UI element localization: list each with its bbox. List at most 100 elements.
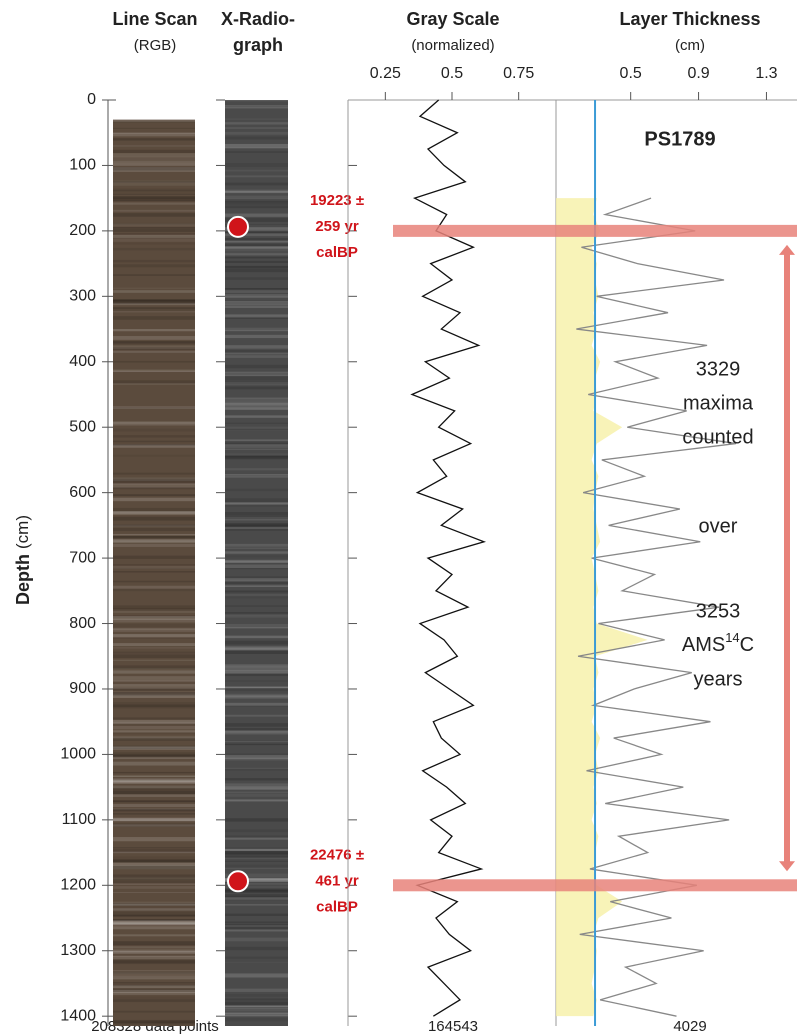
strip-band <box>225 680 288 682</box>
strip-band <box>225 667 288 671</box>
strip-band <box>225 524 288 528</box>
strip-band <box>113 209 195 212</box>
strip-band <box>113 1022 195 1026</box>
strip-band <box>225 288 288 293</box>
strip-band <box>113 837 195 841</box>
count-note: over <box>699 515 738 537</box>
strip-band <box>113 299 195 302</box>
strip-band <box>113 483 195 486</box>
strip-band <box>113 287 195 289</box>
strip-band <box>225 1012 288 1016</box>
strip-band <box>113 919 195 922</box>
strip-band <box>113 794 195 797</box>
strip-band <box>225 848 288 850</box>
strip-band <box>113 780 195 783</box>
strip-band <box>113 985 195 989</box>
strip-band <box>113 976 195 979</box>
y-tick-label: 1200 <box>60 877 96 894</box>
strip-band <box>225 243 288 247</box>
strip-band <box>113 746 195 750</box>
strip-band <box>113 685 195 689</box>
strip-band <box>113 668 195 670</box>
strip-band <box>225 785 288 789</box>
strip-band <box>113 692 195 697</box>
count-note: AMS14C <box>682 630 754 656</box>
strip-band <box>225 883 288 885</box>
strip-band <box>113 775 195 777</box>
strip-band <box>113 380 195 384</box>
strip-band <box>113 236 195 239</box>
strip-band <box>225 248 288 252</box>
strip-band <box>225 973 288 978</box>
y-tick-label: 900 <box>69 680 96 697</box>
strip-band <box>225 614 288 617</box>
panel-subtitle: (RGB) <box>134 37 177 54</box>
strip-band <box>113 959 195 964</box>
strip-band <box>113 316 195 320</box>
strip-band <box>113 227 195 231</box>
strip-band <box>113 717 195 719</box>
strip-band <box>225 956 288 959</box>
date-bar <box>393 879 797 892</box>
count-note: years <box>694 668 743 690</box>
strip-band <box>225 616 288 618</box>
strip-band <box>225 127 288 129</box>
strip-band <box>113 311 195 313</box>
strip-band <box>225 757 288 760</box>
y-tick-label: 500 <box>69 418 96 435</box>
strip-band <box>225 913 288 917</box>
strip-band <box>225 670 288 674</box>
strip-band <box>113 809 195 811</box>
panel-footer: 4029 <box>673 1018 706 1035</box>
strip-band <box>225 855 288 858</box>
strip-band <box>113 754 195 758</box>
strip-band <box>225 973 288 975</box>
strip-band <box>225 640 288 645</box>
strip-band <box>225 207 288 209</box>
strip-band <box>113 347 195 350</box>
strip-band <box>225 1015 288 1017</box>
strip-band <box>225 444 288 448</box>
strip-band <box>225 1009 288 1012</box>
strip-band <box>113 702 195 706</box>
strip-band <box>113 238 195 242</box>
strip-band <box>225 791 288 794</box>
strip-band <box>225 203 288 207</box>
strip-band <box>113 745 195 750</box>
strip-band <box>225 182 288 186</box>
strip-band <box>225 300 288 305</box>
trace <box>410 99 487 1017</box>
strip-band <box>113 479 195 483</box>
strip-band <box>225 405 288 409</box>
strip-band <box>113 723 195 726</box>
x-tick-label: 0.25 <box>370 65 401 82</box>
strip-band <box>225 364 288 369</box>
strip-band <box>113 989 195 994</box>
strip-band <box>225 380 288 384</box>
strip-band <box>225 757 288 759</box>
count-note: maxima <box>683 392 754 414</box>
strip-band <box>225 768 288 771</box>
strip-band <box>113 775 195 778</box>
strip-band <box>113 454 195 457</box>
strip-band <box>113 985 195 987</box>
strip-band <box>225 316 288 319</box>
y-tick-label: 1100 <box>62 811 97 828</box>
strip-band <box>225 897 288 900</box>
strip-band <box>225 994 288 997</box>
strip-band <box>113 785 195 789</box>
strip-band <box>225 345 288 348</box>
strip-band <box>225 121 288 125</box>
strip-band <box>225 561 288 563</box>
strip-band <box>225 455 288 459</box>
strip-band <box>225 727 288 732</box>
count-note: 3253 <box>696 600 741 622</box>
strip-band <box>113 637 195 639</box>
strip-band <box>113 264 195 268</box>
strip-band <box>225 328 288 331</box>
strip-band <box>113 904 195 906</box>
strip-band <box>225 889 288 894</box>
strip-band <box>225 836 288 840</box>
strip-band <box>225 1007 288 1012</box>
strip-band <box>113 555 195 559</box>
